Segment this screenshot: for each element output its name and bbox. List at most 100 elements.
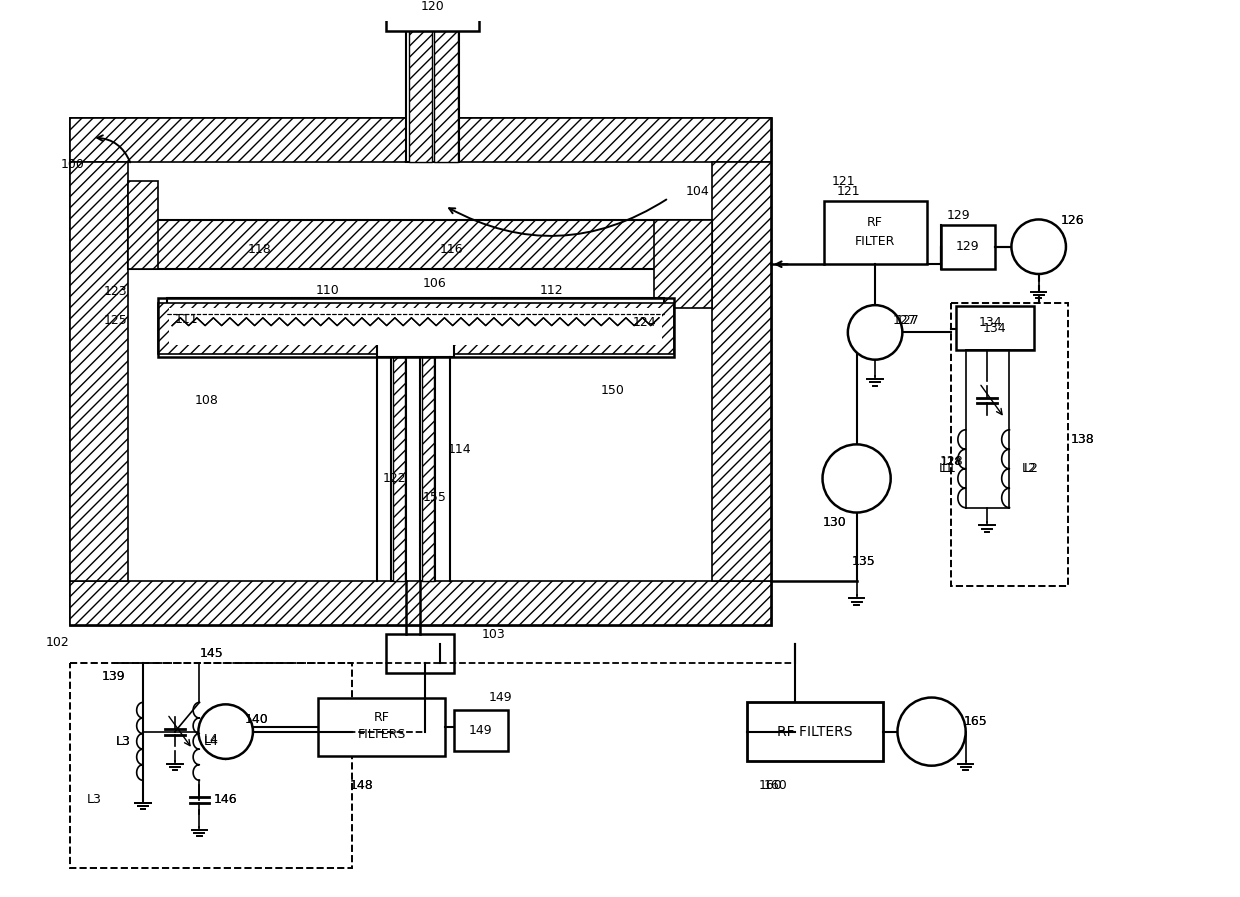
Text: 108: 108 [195, 394, 218, 407]
Text: 165: 165 [963, 716, 987, 728]
Text: L3: L3 [117, 735, 131, 748]
Bar [455, 710, 508, 751]
Bar [167, 299, 663, 308]
Text: L2: L2 [1023, 462, 1038, 475]
Bar [423, 357, 434, 580]
Circle shape [848, 305, 903, 360]
Circle shape [898, 698, 966, 766]
Text: 121: 121 [832, 175, 856, 188]
Bar [319, 698, 445, 756]
Bar [69, 162, 128, 580]
Text: 127: 127 [895, 314, 919, 327]
Text: 126: 126 [1061, 213, 1085, 227]
Text: 148: 148 [350, 779, 373, 792]
Bar [713, 162, 771, 580]
Text: 129: 129 [956, 240, 980, 253]
Text: L1: L1 [939, 462, 954, 475]
Text: 139: 139 [102, 670, 125, 683]
Text: 110: 110 [316, 284, 340, 297]
Bar [69, 580, 771, 624]
Bar [746, 702, 883, 761]
Text: 122: 122 [382, 472, 405, 485]
Text: 134: 134 [983, 322, 1007, 335]
Text: 130: 130 [822, 516, 846, 528]
Text: 128: 128 [940, 457, 962, 467]
Text: 116: 116 [440, 243, 464, 257]
Text: 111: 111 [175, 313, 198, 327]
Text: 149: 149 [469, 724, 492, 737]
Circle shape [198, 704, 253, 759]
Bar [69, 118, 771, 162]
Text: 135: 135 [852, 554, 875, 568]
Bar [434, 30, 459, 162]
Text: 146: 146 [213, 793, 238, 806]
Bar [393, 357, 404, 580]
Text: 118: 118 [248, 243, 272, 257]
Bar [825, 201, 926, 265]
Bar [387, 634, 455, 673]
Text: 125: 125 [104, 314, 128, 327]
Text: 145: 145 [200, 648, 223, 660]
Text: L3: L3 [117, 735, 131, 748]
Text: 127: 127 [893, 314, 916, 327]
Text: 130: 130 [822, 516, 846, 528]
Bar [956, 306, 1034, 350]
Bar [420, 357, 435, 580]
Text: 128: 128 [939, 456, 963, 468]
Bar [157, 299, 673, 357]
Text: 150: 150 [600, 384, 624, 397]
Text: 100: 100 [61, 159, 84, 171]
Text: 138: 138 [1070, 433, 1095, 446]
Text: 146: 146 [213, 793, 238, 806]
Text: L1: L1 [941, 462, 956, 475]
Bar [405, 30, 459, 162]
Text: 124: 124 [632, 316, 656, 329]
Text: 129: 129 [946, 209, 970, 222]
Text: 120: 120 [420, 0, 444, 13]
Text: 121: 121 [837, 185, 861, 197]
Text: RF: RF [373, 710, 389, 724]
Bar [941, 225, 994, 269]
Text: 104: 104 [686, 185, 709, 197]
Text: FILTERS: FILTERS [357, 728, 405, 741]
Text: 160: 160 [759, 779, 782, 792]
Bar [391, 357, 405, 580]
Bar [128, 221, 713, 269]
Text: 112: 112 [541, 284, 564, 297]
Bar [157, 303, 673, 353]
Bar [167, 306, 663, 353]
Bar [69, 664, 352, 868]
Text: 102: 102 [46, 636, 69, 649]
Text: L4: L4 [203, 735, 218, 748]
Bar [951, 303, 1068, 586]
Text: L2: L2 [1022, 462, 1037, 475]
Text: 134: 134 [978, 316, 1002, 329]
Text: FILTER: FILTER [854, 235, 895, 248]
Bar [128, 181, 157, 269]
Text: 126: 126 [1061, 213, 1085, 227]
Bar [377, 342, 455, 357]
Text: RF: RF [867, 216, 883, 229]
Text: RF FILTERS: RF FILTERS [777, 725, 852, 738]
Text: 106: 106 [423, 277, 446, 291]
Circle shape [822, 444, 890, 512]
Text: 140: 140 [246, 713, 269, 727]
Bar [409, 30, 432, 162]
Text: 138: 138 [1070, 433, 1095, 446]
Text: 139: 139 [102, 670, 125, 683]
Text: L3: L3 [87, 793, 102, 806]
Text: 155: 155 [423, 492, 446, 504]
Text: 149: 149 [489, 691, 512, 704]
Bar [69, 118, 771, 624]
Circle shape [1012, 220, 1066, 274]
Text: L4: L4 [203, 733, 218, 746]
Text: 160: 160 [764, 779, 787, 792]
Bar [653, 221, 713, 308]
Text: 114: 114 [448, 443, 471, 456]
Bar [387, 0, 479, 30]
Text: 123: 123 [104, 285, 128, 298]
Bar [169, 308, 662, 345]
Text: 103: 103 [481, 628, 505, 640]
Text: 148: 148 [350, 779, 373, 792]
Text: 140: 140 [246, 713, 269, 727]
